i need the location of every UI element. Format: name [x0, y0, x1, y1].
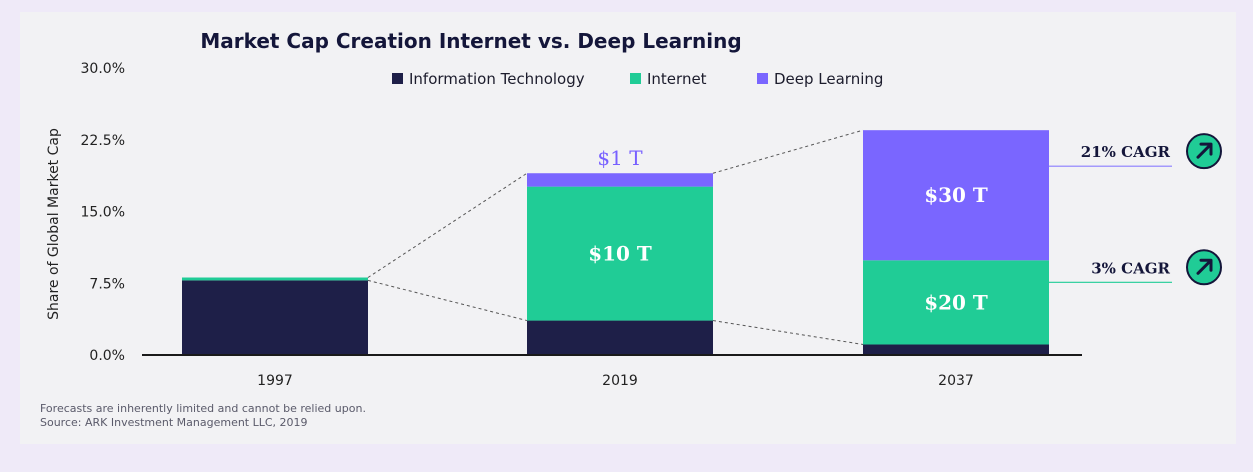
connector-top — [712, 129, 864, 174]
legend-swatch-1 — [630, 73, 641, 84]
y-axis-label: Share of Global Market Cap — [46, 128, 62, 320]
bar-2037-0 — [863, 344, 1049, 355]
connector-top — [367, 172, 528, 278]
connectors — [367, 129, 864, 345]
y-tick-label: 30.0% — [81, 61, 125, 77]
legend-swatch-2 — [757, 73, 768, 84]
segment-label: $30 T — [924, 183, 988, 207]
segment-label: $1 T — [597, 146, 643, 170]
cagr-annotations: 21% CAGR 3% CAGR — [1049, 133, 1222, 286]
arrow-up-right-icon — [1186, 249, 1222, 286]
bar-2019-0 — [527, 320, 713, 355]
connector-bottom — [367, 279, 528, 322]
legend-swatch-0 — [392, 73, 403, 84]
bar-2037-2 — [863, 130, 1049, 261]
arrow-up-right-icon — [1186, 133, 1222, 170]
badge-arrow-head — [1199, 142, 1213, 156]
chart-title: Market Cap Creation Internet vs. Deep Le… — [200, 29, 741, 53]
legend-label-0: Information Technology — [409, 70, 585, 88]
segment-label: $10 T — [588, 242, 652, 266]
x-tick-label: 2037 — [938, 373, 974, 389]
legend-label-2: Deep Learning — [774, 70, 883, 88]
y-tick-label: 15.0% — [81, 205, 125, 221]
stacked-bar-chart: Market Cap Creation Internet vs. Deep Le… — [40, 29, 1222, 429]
segment-labels: $10 T $1 T $20 T $30 T — [588, 146, 988, 314]
cagr-label: 21% CAGR — [1081, 143, 1171, 161]
y-tick-label: 0.0% — [89, 348, 125, 364]
bar-1997-0 — [182, 280, 368, 355]
footnote-line: Forecasts are inherently limited and can… — [40, 402, 366, 415]
badge-arrow-shaft — [1196, 259, 1212, 275]
legend-label-1: Internet — [647, 70, 707, 88]
segment-label: $20 T — [924, 290, 988, 314]
cagr-label: 3% CAGR — [1091, 259, 1170, 277]
legend: Information Technology Internet Deep Learn… — [392, 70, 883, 88]
bar-2019-1 — [527, 186, 713, 321]
x-tick-label: 2019 — [602, 373, 638, 389]
y-tick-label: 7.5% — [89, 276, 125, 292]
chart-card: Market Cap Creation Internet vs. Deep Le… — [20, 12, 1236, 444]
bars — [182, 130, 1049, 355]
footnote-line: Source: ARK Investment Management LLC, 2… — [40, 416, 308, 429]
bar-2019-2 — [527, 173, 713, 187]
x-axis: 1997 2019 2037 — [257, 373, 974, 389]
x-tick-label: 1997 — [257, 373, 293, 389]
badge-arrow-head — [1199, 258, 1213, 272]
footnotes: Forecasts are inherently limited and can… — [40, 402, 366, 429]
y-tick-label: 22.5% — [81, 133, 125, 149]
badge-arrow-shaft — [1196, 143, 1212, 159]
connector-bottom — [712, 320, 864, 345]
y-axis: 0.0% 7.5% 15.0% 22.5% 30.0% — [81, 61, 125, 364]
bar-1997-1 — [182, 277, 368, 281]
bar-2037-1 — [863, 260, 1049, 345]
